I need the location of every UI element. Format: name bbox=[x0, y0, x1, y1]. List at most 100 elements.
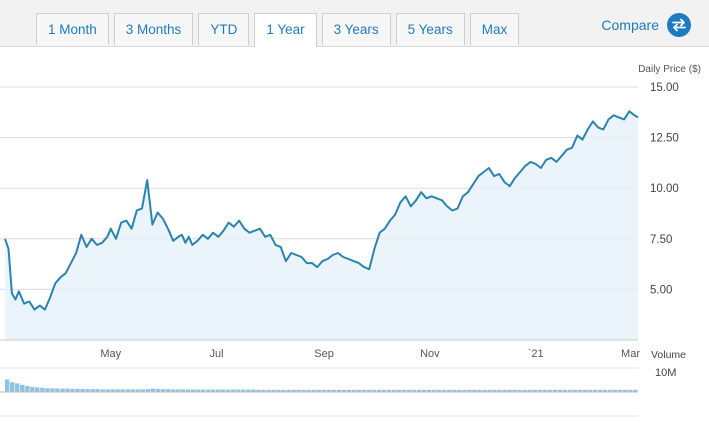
volume-bar bbox=[432, 389, 437, 392]
volume-bar bbox=[40, 387, 45, 392]
volume-bar bbox=[406, 389, 412, 392]
price-area bbox=[5, 111, 638, 340]
volume-bar bbox=[100, 389, 105, 392]
range-tab[interactable]: Max bbox=[469, 13, 520, 45]
volume-bar bbox=[110, 389, 115, 392]
volume-bar bbox=[45, 388, 50, 392]
volume-bar bbox=[577, 389, 583, 392]
x-tick-label: Mar bbox=[621, 348, 640, 360]
volume-bar bbox=[130, 389, 135, 392]
volume-bar bbox=[487, 389, 492, 392]
volume-bar bbox=[532, 389, 537, 392]
compare-link[interactable]: Compare bbox=[601, 17, 659, 33]
volume-bar bbox=[396, 389, 402, 392]
volume-bar bbox=[70, 388, 75, 392]
range-tab[interactable]: 1 Year bbox=[254, 13, 317, 47]
volume-bar bbox=[200, 389, 206, 392]
volume-bar bbox=[346, 389, 351, 392]
volume-bar bbox=[502, 389, 507, 392]
volume-bar bbox=[95, 389, 100, 392]
range-tab[interactable]: 5 Years bbox=[395, 13, 465, 45]
volume-bar bbox=[381, 389, 387, 392]
x-tick-label: May bbox=[100, 348, 121, 360]
y-tick-label: 7.50 bbox=[650, 234, 672, 246]
volume-bar bbox=[185, 389, 191, 392]
y-tick-label: 5.00 bbox=[650, 284, 672, 296]
y-tick-label: 15.00 bbox=[650, 82, 679, 94]
volume-bar bbox=[140, 389, 145, 392]
volume-bar bbox=[633, 389, 638, 392]
volume-bar bbox=[562, 389, 567, 392]
volume-bar bbox=[628, 389, 633, 392]
volume-bar bbox=[582, 389, 588, 392]
volume-bar bbox=[190, 389, 196, 392]
volume-bar bbox=[60, 388, 65, 392]
volume-bar bbox=[236, 389, 241, 392]
x-tick-label: Sep bbox=[314, 348, 334, 360]
volume-bar bbox=[271, 389, 276, 392]
volume-bar bbox=[492, 389, 497, 392]
volume-bar bbox=[316, 389, 321, 392]
volume-bar bbox=[281, 389, 286, 392]
volume-bar bbox=[25, 386, 30, 392]
volume-bar bbox=[467, 389, 472, 392]
volume-bar bbox=[170, 389, 176, 392]
volume-bar bbox=[462, 389, 467, 392]
volume-bar bbox=[301, 389, 306, 392]
volume-bar bbox=[391, 389, 397, 392]
volume-bar bbox=[411, 389, 417, 392]
volume-bar bbox=[150, 388, 156, 392]
volume-bar bbox=[572, 389, 578, 392]
volume-bar bbox=[246, 389, 251, 392]
volume-bar bbox=[50, 388, 55, 392]
volume-bar bbox=[547, 389, 552, 392]
volume-bar bbox=[5, 379, 10, 392]
swap-arrows-icon[interactable] bbox=[667, 13, 691, 37]
volume-bar bbox=[221, 389, 226, 392]
volume-bar bbox=[105, 389, 110, 392]
range-tab[interactable]: YTD bbox=[198, 13, 250, 45]
volume-bar bbox=[211, 389, 216, 392]
volume-bar bbox=[497, 389, 502, 392]
volume-bar bbox=[597, 389, 603, 392]
range-toolbar: 1 Month 3 Months YTD 1 Year 3 Years 5 Years Ma… bbox=[0, 0, 709, 47]
volume-bar bbox=[15, 383, 20, 392]
volume-bar bbox=[507, 389, 512, 392]
volume-bar bbox=[75, 388, 80, 392]
range-tab[interactable]: 3 Months bbox=[113, 13, 194, 45]
volume-bar bbox=[85, 389, 90, 392]
volume-bar bbox=[587, 389, 593, 392]
volume-bar bbox=[422, 389, 427, 392]
volume-bar bbox=[331, 389, 336, 392]
x-tick-label: Jul bbox=[210, 348, 224, 360]
volume-bar bbox=[80, 388, 85, 392]
volume-bar bbox=[291, 389, 296, 392]
volume-bar bbox=[120, 389, 125, 392]
volume-bar bbox=[386, 389, 392, 392]
y-axis-label: Daily Price ($) bbox=[638, 64, 701, 75]
volume-bar bbox=[306, 389, 311, 392]
volume-bar bbox=[622, 389, 628, 392]
volume-bar bbox=[557, 389, 562, 392]
volume-bar bbox=[336, 389, 341, 392]
volume-bar bbox=[135, 389, 140, 392]
volume-bar bbox=[296, 389, 301, 392]
volume-bar bbox=[195, 389, 201, 392]
volume-bar bbox=[401, 389, 407, 392]
volume-bar bbox=[180, 389, 186, 392]
volume-bar bbox=[522, 389, 527, 392]
volume-bar bbox=[567, 389, 573, 392]
volume-bar bbox=[326, 389, 331, 392]
range-tab[interactable]: 3 Years bbox=[321, 13, 391, 45]
volume-bar bbox=[160, 389, 166, 392]
volume-bar bbox=[371, 389, 377, 392]
volume-bar bbox=[612, 389, 618, 392]
range-tab[interactable]: 1 Month bbox=[36, 13, 109, 45]
y-tick-label: 10.00 bbox=[650, 183, 679, 195]
volume-bar bbox=[165, 389, 171, 392]
volume-bar bbox=[482, 389, 487, 392]
volume-bar bbox=[447, 389, 452, 392]
volume-bar bbox=[477, 389, 482, 392]
volume-bar bbox=[216, 389, 221, 392]
